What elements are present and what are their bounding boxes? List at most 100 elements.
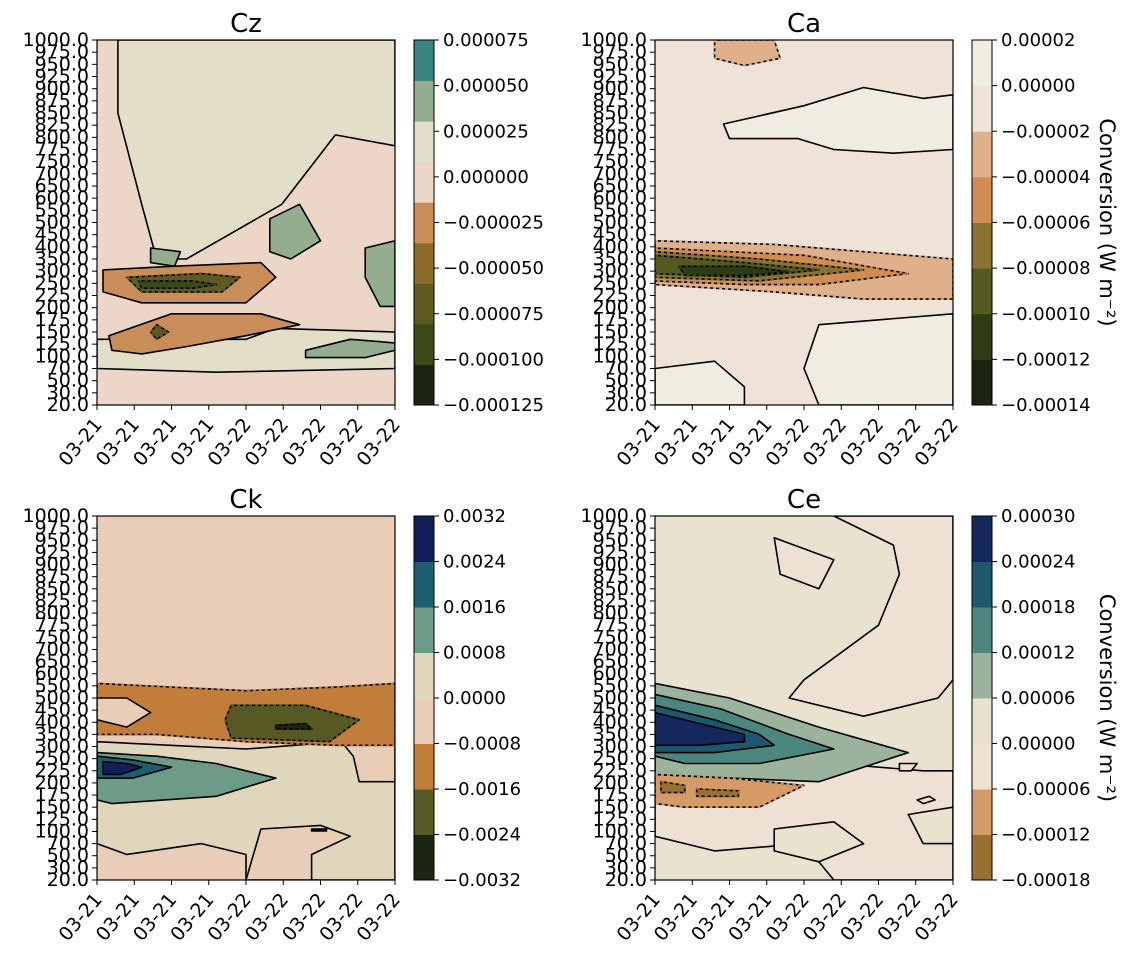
y-tick-label: 400.0 — [35, 236, 89, 258]
y-tick-label: 950.0 — [593, 529, 647, 551]
y-tick-label: 50.0 — [605, 370, 647, 392]
y-tick-label: 825.0 — [593, 114, 647, 136]
colorbar-tick-label: −0.00006 — [1001, 213, 1091, 234]
colorbar-tick-label: 0.0032 — [443, 506, 506, 527]
y-tick-label: 70.0 — [47, 833, 89, 855]
contour-region — [898, 762, 919, 772]
colorbar-band — [414, 202, 434, 244]
colorbar-tick-label: 0.00000 — [1001, 76, 1075, 97]
y-tick-label: 175.0 — [593, 309, 647, 331]
colorbar-band — [972, 131, 992, 178]
y-tick-label: 30.0 — [47, 382, 89, 404]
contour-region — [364, 240, 395, 308]
colorbar-band — [414, 652, 434, 699]
y-tick-label: 100.0 — [593, 820, 647, 842]
y-tick-label: 400.0 — [593, 711, 647, 733]
colorbar-band — [972, 40, 992, 87]
y-tick-label: 875.0 — [593, 566, 647, 588]
colorbar-band — [972, 85, 992, 132]
y-tick-label: 850.0 — [593, 102, 647, 124]
y-tick-label: 800.0 — [593, 602, 647, 624]
colorbar-band — [414, 789, 434, 835]
y-tick-label: 350.0 — [593, 248, 647, 270]
colorbar-tick-label: −0.00004 — [1001, 167, 1091, 188]
colorbar-band — [414, 161, 434, 203]
contour-region — [722, 86, 953, 154]
colorbar-label: Conversion (W m⁻²) — [1095, 118, 1119, 326]
y-tick-label: 300.0 — [593, 260, 647, 282]
contour-dash — [677, 265, 790, 277]
colorbar-band — [414, 561, 434, 608]
y-tick-label: 400.0 — [593, 236, 647, 258]
y-tick-label: 500.0 — [35, 212, 89, 234]
contour-region — [108, 312, 301, 355]
colorbar-tick-label: 0.00006 — [1001, 688, 1075, 709]
y-tick-label: 50.0 — [47, 370, 89, 392]
colorbar-band — [972, 359, 992, 406]
colorbar-tick-label: −0.0032 — [443, 870, 521, 891]
y-tick-label: 750.0 — [593, 151, 647, 173]
y-tick-label: 150.0 — [593, 796, 647, 818]
colorbar-band — [414, 743, 434, 790]
y-tick-label: 950.0 — [35, 529, 89, 551]
colorbar-band — [414, 40, 434, 82]
y-tick-label: 450.0 — [593, 699, 647, 721]
y-tick-label: 650.0 — [593, 175, 647, 197]
contour-dash — [660, 780, 686, 794]
colorbar-band — [972, 268, 992, 315]
y-tick-label: 150.0 — [35, 321, 89, 343]
colorbar-band — [414, 121, 434, 163]
contour-region — [773, 536, 835, 590]
contour-region — [268, 203, 322, 260]
colorbar-band — [414, 698, 434, 744]
colorbar-tick-label: 0.00002 — [1001, 30, 1075, 51]
y-tick-label: 800.0 — [35, 126, 89, 148]
colorbar-tick-label: 0.000050 — [443, 76, 529, 97]
y-tick-label: 600.0 — [593, 187, 647, 209]
contour-region — [907, 806, 953, 845]
y-tick-label: 20.0 — [47, 869, 89, 891]
y-tick-label: 225.0 — [35, 285, 89, 307]
y-tick-label: 125.0 — [35, 808, 89, 830]
colorbar-band — [414, 516, 434, 562]
y-tick-label: 1000.0 — [581, 29, 647, 51]
contour-dash — [224, 704, 362, 743]
contour-region — [916, 795, 936, 805]
colorbar-band — [972, 222, 992, 269]
y-tick-label: 700.0 — [593, 638, 647, 660]
y-tick-label: 975.0 — [593, 41, 647, 63]
y-tick-label: 650.0 — [35, 651, 89, 673]
plot-area — [655, 516, 953, 880]
contour-dash — [655, 773, 808, 809]
y-tick-label: 70.0 — [605, 358, 647, 380]
y-tick-label: 225.0 — [593, 285, 647, 307]
y-tick-label: 175.0 — [35, 784, 89, 806]
y-tick-label: 825.0 — [35, 590, 89, 612]
y-tick-label: 700.0 — [35, 163, 89, 185]
y-tick-label: 300.0 — [35, 260, 89, 282]
y-tick-label: 950.0 — [35, 53, 89, 75]
y-tick-label: 150.0 — [35, 796, 89, 818]
colorbar-band — [972, 652, 992, 699]
y-tick-label: 900.0 — [35, 78, 89, 100]
y-tick-label: 900.0 — [593, 78, 647, 100]
colorbar-tick-label: 0.0016 — [443, 597, 506, 618]
panel-ca: Ca 1000.0975.0950.0925.0900.0875.0850.082… — [581, 9, 1119, 471]
colorbar-band — [414, 323, 434, 365]
panel-title: Ca — [787, 9, 821, 39]
contour-dash — [274, 722, 314, 730]
colorbar-tick-label: −0.00014 — [1001, 395, 1091, 416]
y-tick-label: 550.0 — [35, 199, 89, 221]
colorbar-band — [972, 698, 992, 744]
y-tick-label: 875.0 — [35, 90, 89, 112]
colorbar-tick-label: −0.000100 — [443, 349, 544, 370]
y-tick-label: 350.0 — [35, 723, 89, 745]
colorbar-tick-label: −0.00010 — [1001, 304, 1091, 325]
y-tick-label: 750.0 — [593, 626, 647, 648]
y-tick-label: 225.0 — [35, 760, 89, 782]
y-tick-label: 850.0 — [35, 102, 89, 124]
colorbar-tick-label: −0.00006 — [1001, 779, 1091, 800]
panel-title: Cz — [230, 9, 262, 39]
y-tick-label: 200.0 — [35, 772, 89, 794]
